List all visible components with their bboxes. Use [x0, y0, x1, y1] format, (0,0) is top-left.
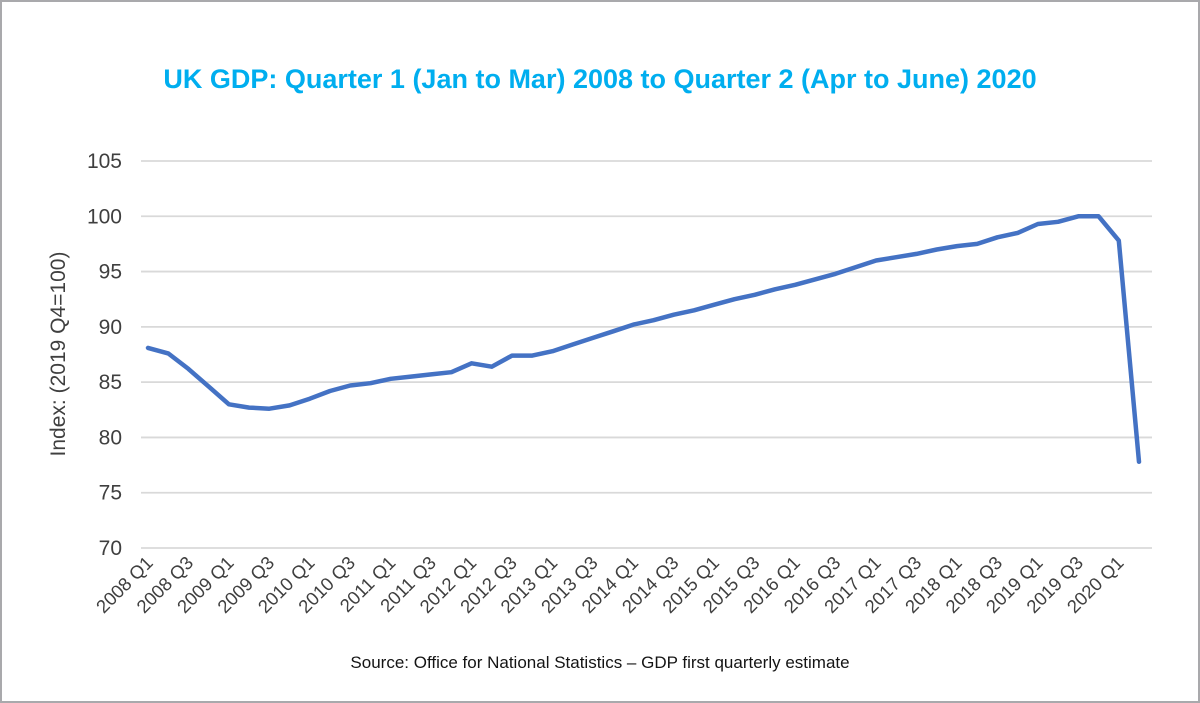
y-tick-label: 100 — [87, 205, 122, 228]
y-tick-label: 70 — [99, 537, 122, 560]
y-tick-label: 90 — [99, 316, 122, 339]
y-tick-label: 105 — [87, 150, 122, 173]
chart-title: UK GDP: Quarter 1 (Jan to Mar) 2008 to Q… — [163, 64, 1037, 94]
y-tick-label: 75 — [99, 482, 122, 505]
y-tick-label: 80 — [99, 426, 122, 449]
y-tick-label: 85 — [99, 371, 122, 394]
source-note: Source: Office for National Statistics –… — [350, 653, 850, 672]
data-line — [145, 214, 1142, 465]
y-tick-label: 95 — [99, 261, 122, 284]
